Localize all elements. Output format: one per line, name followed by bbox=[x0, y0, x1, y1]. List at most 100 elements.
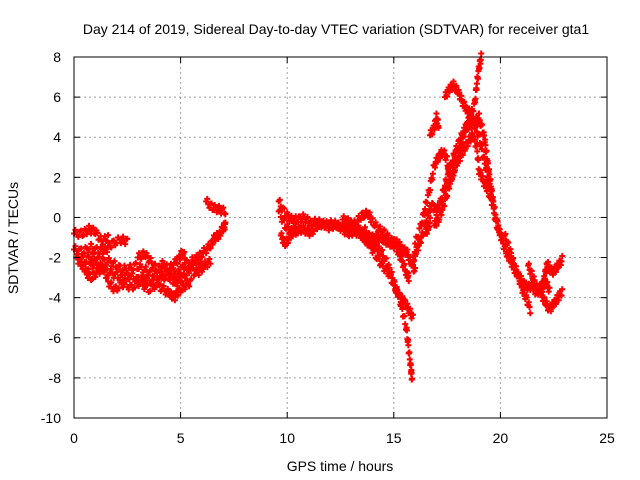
data-point bbox=[105, 255, 112, 262]
data-point bbox=[408, 369, 415, 376]
data-point bbox=[558, 258, 565, 265]
data-point bbox=[472, 95, 479, 102]
data-point bbox=[300, 211, 307, 218]
data-point bbox=[141, 286, 148, 293]
data-point bbox=[546, 284, 553, 291]
data-point bbox=[559, 286, 566, 293]
data-point bbox=[518, 278, 525, 285]
series-t17 bbox=[427, 110, 442, 139]
data-point bbox=[156, 281, 163, 288]
series-t12 bbox=[360, 224, 419, 275]
data-point bbox=[332, 218, 339, 225]
data-point bbox=[408, 375, 415, 382]
data-point bbox=[427, 214, 434, 221]
data-point bbox=[476, 65, 483, 72]
data-point bbox=[108, 244, 115, 251]
data-point bbox=[412, 265, 419, 272]
data-point bbox=[158, 263, 165, 270]
data-point bbox=[138, 255, 145, 262]
data-point bbox=[481, 132, 488, 139]
x-tick-label: 20 bbox=[493, 430, 509, 446]
data-point bbox=[175, 266, 182, 273]
data-point bbox=[473, 80, 480, 87]
data-point bbox=[208, 200, 215, 207]
data-point bbox=[173, 276, 180, 283]
data-point bbox=[434, 158, 441, 165]
data-point bbox=[369, 215, 376, 222]
data-point bbox=[92, 256, 99, 263]
data-point bbox=[541, 294, 548, 301]
data-point bbox=[151, 286, 158, 293]
data-point bbox=[281, 217, 288, 224]
data-point bbox=[124, 235, 131, 242]
data-point bbox=[402, 297, 409, 304]
data-point bbox=[104, 249, 111, 256]
data-point bbox=[188, 275, 195, 282]
y-tick-label: 2 bbox=[53, 169, 61, 185]
data-point bbox=[378, 232, 385, 239]
data-point bbox=[486, 166, 493, 173]
data-point bbox=[287, 235, 294, 242]
data-point bbox=[471, 136, 478, 143]
y-tick-label: -10 bbox=[41, 410, 61, 426]
data-point bbox=[113, 269, 120, 276]
data-point bbox=[147, 254, 154, 261]
data-point bbox=[181, 286, 188, 293]
data-point bbox=[492, 211, 499, 218]
data-point bbox=[106, 240, 113, 247]
data-point bbox=[76, 257, 83, 264]
data-point bbox=[276, 196, 283, 203]
data-point bbox=[407, 305, 414, 312]
y-tick-label: -2 bbox=[49, 250, 62, 266]
axis-ticks bbox=[73, 56, 608, 419]
data-point bbox=[375, 255, 382, 262]
data-point bbox=[526, 304, 533, 311]
data-point bbox=[441, 203, 448, 210]
data-point bbox=[122, 241, 129, 248]
data-point bbox=[429, 170, 436, 177]
data-point bbox=[102, 267, 109, 274]
data-point bbox=[195, 272, 202, 279]
series-t16 bbox=[422, 214, 434, 237]
data-point bbox=[203, 250, 210, 257]
data-point bbox=[104, 272, 111, 279]
data-point bbox=[396, 238, 403, 245]
data-point bbox=[152, 260, 159, 267]
data-point bbox=[459, 152, 466, 159]
data-point bbox=[488, 187, 495, 194]
data-point bbox=[478, 50, 485, 57]
data-point bbox=[483, 147, 490, 154]
data-point bbox=[424, 199, 431, 206]
data-point bbox=[96, 270, 103, 277]
data-point bbox=[476, 110, 483, 117]
data-point bbox=[379, 246, 386, 253]
series-t1 bbox=[71, 222, 112, 248]
data-point bbox=[411, 257, 418, 264]
data-point bbox=[450, 78, 457, 85]
series-t7 bbox=[203, 195, 229, 218]
data-point bbox=[364, 233, 371, 240]
data-point bbox=[222, 219, 229, 226]
data-point bbox=[478, 121, 485, 128]
data-point bbox=[178, 287, 185, 294]
data-point bbox=[294, 230, 301, 237]
data-point bbox=[399, 257, 406, 264]
data-point bbox=[540, 284, 547, 291]
data-point bbox=[171, 297, 178, 304]
data-point bbox=[433, 110, 440, 117]
data-point bbox=[444, 93, 451, 100]
data-point bbox=[508, 250, 515, 257]
series-t6 bbox=[134, 219, 229, 283]
data-point bbox=[215, 202, 222, 209]
data-point bbox=[475, 75, 482, 82]
data-point bbox=[121, 262, 128, 269]
data-point bbox=[182, 264, 189, 271]
data-point bbox=[423, 230, 430, 237]
data-point bbox=[204, 195, 211, 202]
data-point bbox=[458, 92, 465, 99]
data-point bbox=[441, 188, 448, 195]
data-point bbox=[154, 269, 161, 276]
data-point bbox=[144, 272, 151, 279]
data-point bbox=[343, 225, 350, 232]
data-point bbox=[120, 233, 127, 240]
